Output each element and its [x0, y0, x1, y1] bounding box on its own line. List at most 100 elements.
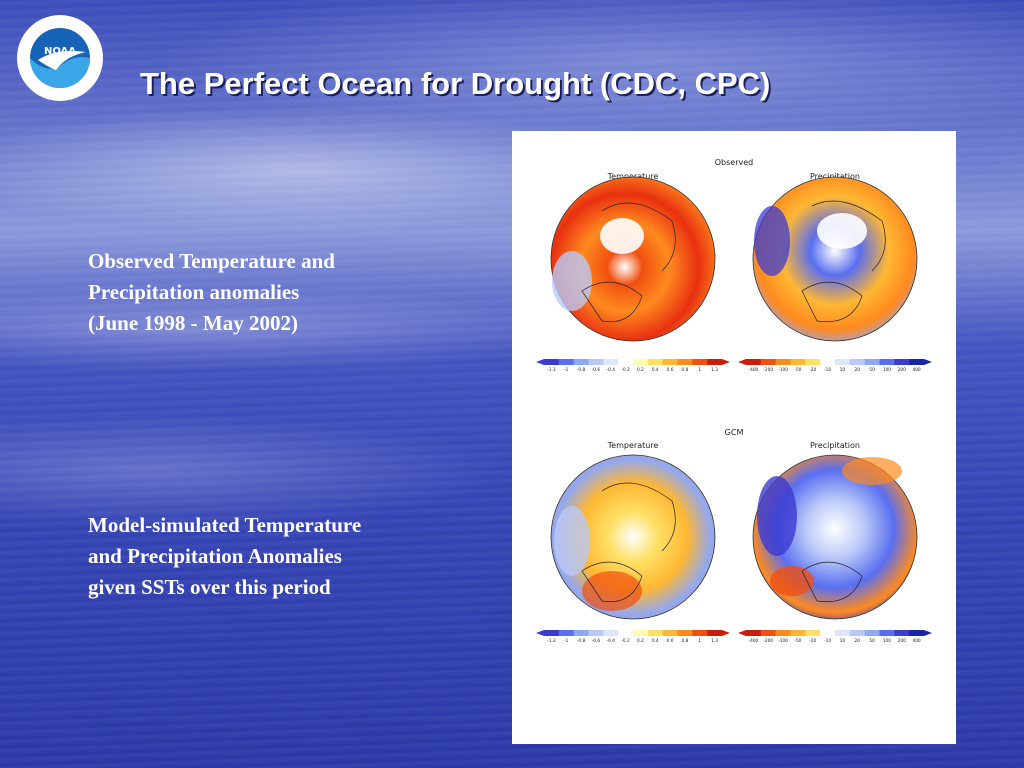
precipitation-color-swatch: [775, 359, 791, 365]
caption-line: Observed Temperature and: [88, 249, 335, 273]
slide-title: The Perfect Ocean for Drought (CDC, CPC): [140, 66, 771, 101]
colorbar-arrow-left: [536, 359, 544, 365]
precipitation-tick-label: 400: [912, 638, 920, 644]
precipitation-tick-label: 100: [883, 367, 891, 373]
temperature-tick-label: 1.3: [711, 638, 718, 644]
precipitation-tick-label: 50: [869, 367, 875, 373]
temperature-tick-label: 0.8: [681, 638, 688, 644]
precipitation-color-swatch: [835, 359, 851, 365]
temperature-tick-label: 0.4: [652, 367, 659, 373]
precipitation-color-swatch: [760, 630, 776, 636]
precipitation-color-swatch: [746, 630, 762, 636]
temperature-color-swatch: [573, 359, 589, 365]
precipitation-tick-label: -200: [763, 367, 773, 373]
observed-temperature-map: [550, 176, 716, 342]
temperature-color-swatch: [603, 359, 619, 365]
precipitation-tick-label: -200: [763, 638, 773, 644]
anomaly-maps: Observed Temperature Precipitation -1.3 -…: [536, 158, 932, 644]
temperature-tick-label: -0.8: [577, 638, 586, 644]
temperature-color-swatch: [707, 359, 723, 365]
precipitation-tick-label: 20: [855, 367, 861, 373]
precipitation-tick-label: -400: [749, 367, 759, 373]
precipitation-tick-label: -400: [749, 638, 759, 644]
observed-caption: Observed Temperature and Precipitation a…: [88, 246, 448, 339]
temperature-tick-label: -1.3: [547, 367, 556, 373]
precipitation-tick-label: 10: [840, 367, 846, 373]
temperature-tick-label: 0.2: [637, 367, 644, 373]
precipitation-tick-label: -10: [824, 638, 831, 644]
temperature-color-swatch: [603, 630, 619, 636]
precipitation-color-swatch: [835, 630, 851, 636]
temperature-color-swatch: [707, 630, 723, 636]
anomaly-figure: Observed Temperature Precipitation -1.3 -…: [512, 131, 956, 744]
caption-line: Precipitation anomalies: [88, 280, 300, 304]
precipitation-tick-label: 200: [898, 367, 906, 373]
precipitation-tick-label: 50: [869, 638, 875, 644]
precipitation-color-swatch: [864, 359, 880, 365]
gcm-precipitation-colorbar: -400 -200 -100 -50 -20 -10 10 20 50 100 200 400: [738, 630, 932, 644]
temperature-color-swatch: [633, 630, 649, 636]
gcm-precipitation-map: [752, 454, 918, 620]
temperature-color-swatch: [558, 630, 574, 636]
observed-precipitation-colorbar: -400 -200 -100 -50 -20 -10 10 20 50 100 200 400: [738, 359, 932, 373]
precipitation-color-swatch: [746, 359, 762, 365]
temperature-tick-label: -0.2: [621, 367, 630, 373]
precipitation-tick-label: -100: [778, 638, 788, 644]
precipitation-color-swatch: [894, 630, 910, 636]
temperature-tick-label: 1: [698, 367, 701, 373]
panel-heading: Observed: [715, 158, 754, 167]
precipitation-tick-label: -20: [809, 638, 816, 644]
observed-precipitation-map: [752, 176, 918, 342]
gcm-temperature-colorbar: -1.3 -1 -0.8 -0.6 -0.4 -0.2 0.2 0.4 0.6 0.8 1 1.3: [536, 630, 730, 644]
precipitation-color-swatch: [790, 359, 806, 365]
caption-line: given SSTs over this period: [88, 575, 331, 599]
precipitation-color-swatch: [849, 359, 865, 365]
panel-heading: GCM: [725, 428, 744, 437]
temperature-color-swatch: [662, 630, 678, 636]
precipitation-color-swatch: [820, 630, 836, 636]
temperature-tick-label: -0.4: [607, 638, 616, 644]
temperature-color-swatch: [692, 359, 708, 365]
precipitation-color-swatch: [820, 359, 836, 365]
temperature-tick-label: -0.6: [592, 638, 601, 644]
temperature-color-swatch: [647, 359, 663, 365]
temperature-tick-label: -1: [564, 367, 569, 373]
precipitation-tick-label: -50: [794, 367, 801, 373]
svg-text:NOAA: NOAA: [44, 46, 76, 57]
caption-line: Model-simulated Temperature: [88, 513, 362, 537]
temperature-color-swatch: [677, 630, 693, 636]
temperature-color-swatch: [544, 359, 560, 365]
map-label: Temperature: [607, 172, 659, 181]
temperature-color-swatch: [633, 359, 649, 365]
map-label: Precipitation: [810, 172, 860, 181]
precipitation-tick-label: 100: [883, 638, 891, 644]
temperature-tick-label: 1.3: [711, 367, 718, 373]
precipitation-color-swatch: [879, 630, 895, 636]
precipitation-tick-label: 20: [855, 638, 861, 644]
precipitation-color-swatch: [909, 359, 925, 365]
temperature-tick-label: -0.4: [607, 367, 616, 373]
colorbar-arrow-left: [738, 359, 746, 365]
caption-line: and Precipitation Anomalies: [88, 544, 342, 568]
temperature-tick-label: 0.8: [681, 367, 688, 373]
temperature-tick-label: -1: [564, 638, 569, 644]
model-caption: Model-simulated Temperature and Precipit…: [88, 510, 448, 603]
precipitation-color-swatch: [864, 630, 880, 636]
colorbar-arrow-right: [924, 359, 932, 365]
colorbar-arrow-right: [924, 630, 932, 636]
precipitation-tick-label: 400: [912, 367, 920, 373]
temperature-tick-label: -0.6: [592, 367, 601, 373]
precipitation-color-swatch: [760, 359, 776, 365]
temperature-color-swatch: [692, 630, 708, 636]
temperature-color-swatch: [662, 359, 678, 365]
temperature-color-swatch: [647, 630, 663, 636]
precipitation-color-swatch: [894, 359, 910, 365]
map-label: Precipitation: [810, 441, 860, 450]
temperature-tick-label: 1: [698, 638, 701, 644]
precipitation-tick-label: -10: [824, 367, 831, 373]
temperature-color-swatch: [588, 359, 604, 365]
colorbar-arrow-right: [722, 359, 730, 365]
observed-temperature-colorbar: -1.3 -1 -0.8 -0.6 -0.4 -0.2 0.2 0.4 0.6 0.8 1 1.3: [536, 359, 730, 373]
temperature-tick-label: -0.8: [577, 367, 586, 373]
precipitation-color-swatch: [849, 630, 865, 636]
